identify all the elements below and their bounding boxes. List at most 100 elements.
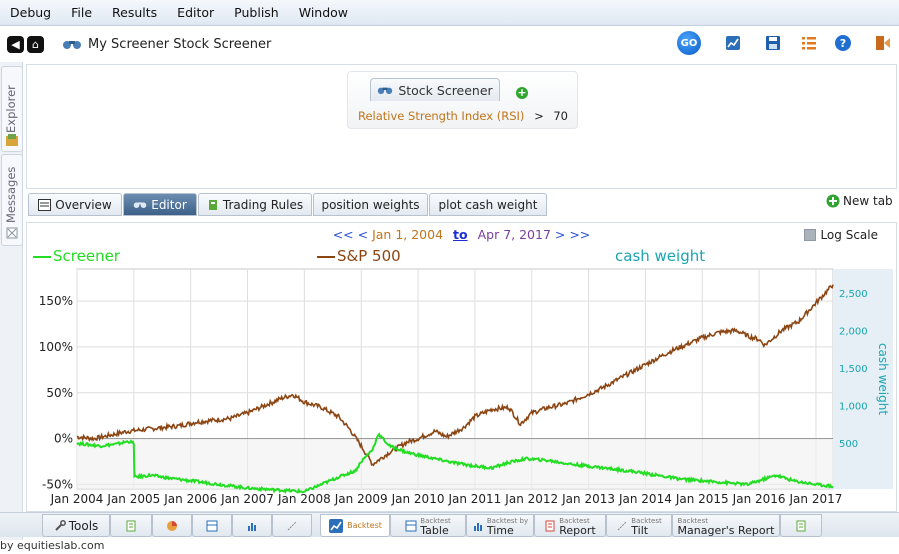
tab-position-weights[interactable]: position weights	[313, 193, 428, 216]
messages-icon	[6, 227, 18, 239]
x-tick-label: Jan 2016	[732, 492, 786, 506]
tab-report-icon[interactable]	[110, 514, 152, 537]
menu-file[interactable]: File	[71, 5, 93, 20]
tab-extra-report[interactable]	[780, 514, 822, 537]
log-scale-label: Log Scale	[820, 228, 878, 242]
chart-plot: Jan 2004 Jan 2005 Jan 2006 Jan 2007 Jan 2008…	[39, 268, 893, 506]
backtest-label: Backtest	[347, 521, 382, 530]
add-screener-button[interactable]: +	[516, 86, 528, 99]
date-to-link[interactable]: to	[453, 227, 468, 242]
x-tick-label: Jan 2010	[391, 492, 445, 506]
tab-position-weights-label: position weights	[321, 197, 420, 212]
log-scale-toggle[interactable]: Log Scale	[804, 228, 878, 242]
messages-tab[interactable]: Messages	[1, 154, 23, 246]
messages-label: Messages	[4, 166, 18, 223]
x-tick-label: Jan 2004	[50, 492, 104, 506]
screener-series-line	[76, 432, 834, 495]
report-icon	[545, 520, 555, 531]
y2-tick-label: 2,500	[839, 289, 868, 300]
y-tick-label: 50%	[46, 386, 73, 400]
chart-legend: Screener S&P 500 cash weight	[27, 247, 896, 267]
editor-tabs: Overview Editor Trading Rules position w…	[26, 192, 895, 216]
tab-pie-icon[interactable]	[152, 514, 192, 537]
tab-tilt-icon[interactable]	[272, 514, 312, 537]
date-end[interactable]: Apr 7, 2017	[477, 227, 551, 242]
tab-table-icon[interactable]	[192, 514, 232, 537]
x-tick-label: Jan 2008	[277, 492, 331, 506]
y2-tick-label: 1,000	[839, 401, 868, 412]
tab-backtest-managers-report[interactable]: Backtest Manager's Report	[672, 514, 780, 537]
x-tick-label: Jan 2007	[220, 492, 274, 506]
tab-backtest-tilt[interactable]: Backtest Tilt	[606, 514, 672, 537]
binoculars-icon	[133, 202, 147, 208]
new-tab-button[interactable]: New tab	[826, 194, 893, 208]
menu-window[interactable]: Window	[298, 5, 349, 20]
wrench-icon	[55, 519, 66, 531]
chart-icon[interactable]	[722, 32, 744, 54]
y-tick-label: 0%	[54, 432, 73, 446]
footer-credit: by equitieslab.com	[0, 539, 105, 552]
tab-editor[interactable]: Editor	[123, 193, 197, 216]
svg-text:?: ?	[840, 37, 846, 50]
back-icon[interactable]: ◀	[7, 35, 24, 53]
x-tick-label: Jan 2017	[789, 492, 843, 506]
page-title: My Screener Stock Screener	[88, 36, 272, 52]
exit-icon[interactable]	[872, 32, 894, 54]
tab-backtest-by-time[interactable]: Backtest by Time	[466, 514, 534, 537]
menu-publish[interactable]: Publish	[234, 5, 279, 20]
x-tick-label: Jan 2005	[106, 492, 160, 506]
menu-debug[interactable]: Debug	[10, 5, 52, 20]
menu-editor[interactable]: Editor	[177, 5, 215, 20]
binoculars-icon	[63, 41, 81, 49]
explorer-icon	[6, 134, 18, 146]
screener-rule[interactable]: Relative Strength Index (RSI) > 70	[358, 109, 568, 123]
save-icon[interactable]	[762, 32, 784, 54]
date-start[interactable]: Jan 1, 2004	[372, 227, 444, 242]
x-tick-label: Jan 2006	[163, 492, 217, 506]
tab-overview-label: Overview	[55, 197, 112, 212]
rule-operator[interactable]: >	[534, 109, 544, 123]
tab-trading-rules-label: Trading Rules	[222, 197, 304, 212]
tab-bar-chart-icon[interactable]	[232, 514, 272, 537]
rule-indicator[interactable]: Relative Strength Index (RSI)	[358, 109, 525, 123]
rule-value[interactable]: 70	[553, 109, 568, 123]
y-tick-label: 100%	[39, 340, 73, 354]
x-tick-label: Jan 2012	[504, 492, 558, 506]
tab-backtest[interactable]: Backtest	[320, 514, 390, 537]
home-icon[interactable]: ⌂	[27, 35, 44, 53]
report-icon	[796, 520, 806, 531]
help-icon[interactable]: ?	[832, 32, 854, 54]
screener-box: Stock Screener + Relative Strength Index…	[347, 71, 578, 129]
y2-axis-label: cash weight	[876, 343, 890, 415]
tools-label: Tools	[68, 518, 99, 533]
tab-backtest-table[interactable]: Backtest Table	[390, 514, 466, 537]
bottom-tab-bar: Tools Backtest Backtest Table Backtest by…	[0, 512, 899, 537]
log-scale-checkbox[interactable]	[804, 229, 817, 241]
tab-plot-cash-weight[interactable]: plot cash weight	[429, 193, 547, 216]
binoculars-icon	[378, 87, 393, 94]
explorer-tab[interactable]: Explorer	[1, 66, 23, 152]
tab-tools[interactable]: Tools	[42, 514, 110, 537]
y2-tick-label: 500	[839, 439, 858, 450]
tab-overview[interactable]: Overview	[28, 193, 122, 216]
date-next-button[interactable]: > >>	[554, 227, 591, 242]
y2-tick-label: 2,000	[839, 327, 868, 338]
screener-panel: Stock Screener + Relative Strength Index…	[26, 64, 897, 189]
backtest-chart: << < Jan 1, 2004 to Apr 7, 2017 > >> Log…	[26, 222, 897, 512]
tab-trading-rules[interactable]: Trading Rules	[198, 193, 312, 216]
stock-screener-tab[interactable]: Stock Screener	[370, 78, 500, 101]
tilt-icon	[287, 521, 297, 530]
x-tick-label: Jan 2009	[334, 492, 388, 506]
tilt-icon	[617, 521, 627, 530]
go-button[interactable]: GO	[677, 31, 701, 55]
y2-tick-label: 1,500	[839, 364, 868, 375]
list-icon[interactable]	[798, 32, 820, 54]
date-prev-button[interactable]: << <	[332, 227, 369, 242]
legend-screener: Screener	[33, 247, 120, 265]
left-sidebar: Explorer Messages	[0, 62, 23, 540]
trading-rules-icon	[208, 199, 217, 210]
tab-backtest-report[interactable]: Backtest Report	[534, 514, 606, 537]
menu-results[interactable]: Results	[112, 5, 158, 20]
menu-bar: Debug File Results Editor Publish Window	[0, 0, 899, 26]
x-tick-label: Jan 2011	[447, 492, 501, 506]
